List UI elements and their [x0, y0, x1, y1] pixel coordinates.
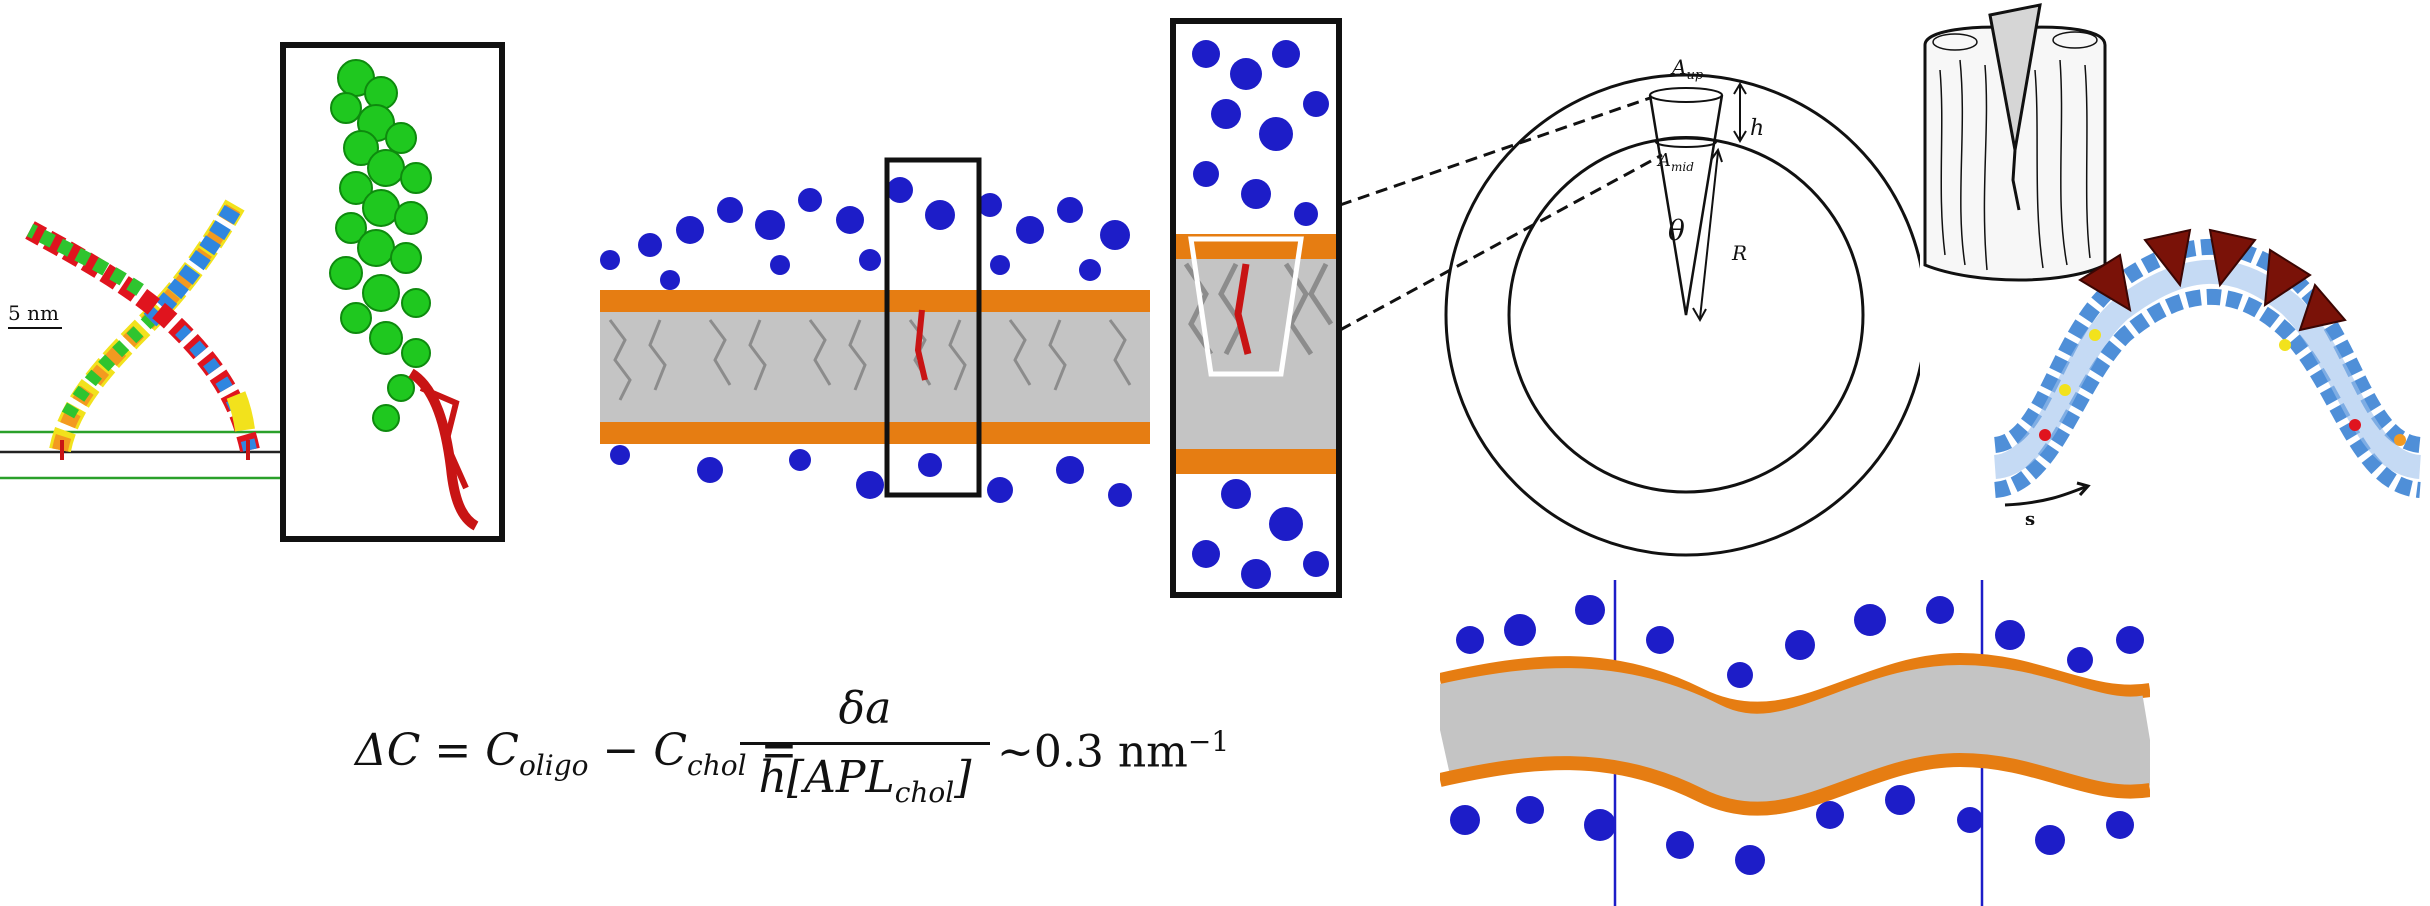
label-h: h — [1750, 116, 1764, 141]
equation-fraction: δa h[APLchol] — [740, 680, 990, 809]
polymer-wave-top — [1456, 595, 2144, 688]
cholesterol-anchor-in-membrane — [914, 309, 928, 381]
label-a-up: Aup — [1670, 55, 1704, 83]
arc-length-arrow — [2004, 485, 2086, 507]
scale-bar-label: 5 nm — [8, 301, 59, 325]
log-wedge-illustration — [1923, 3, 2107, 282]
polymer-layer-bottom — [610, 445, 1132, 507]
dna-helix-right — [25, 221, 260, 453]
lipid-tail-layer — [600, 312, 1150, 422]
outer-circle — [1444, 73, 1920, 557]
wedge-cone — [1648, 94, 1724, 316]
head-highlights-yellow — [2059, 329, 2291, 396]
label-a-mid: Amid — [1656, 150, 1694, 174]
curved-bilayer-schematic: s — [1992, 228, 2422, 525]
membrane-zoom-box — [1170, 18, 1342, 598]
wedge-top-ellipse — [1649, 87, 1723, 103]
wedge-inclusions — [2078, 228, 2347, 332]
membrane-zoom-content — [1176, 40, 1336, 589]
fraction-bar — [740, 742, 990, 745]
wedge-curvature-schematic: Aup Amid h θ R — [1339, 55, 1920, 557]
r-arrow — [1699, 151, 1719, 319]
headgroup-wave-bottom — [1440, 752, 2150, 816]
headgroup-wave-top — [1440, 652, 2150, 716]
dna-helix-left — [49, 199, 245, 453]
curvature-equation: ΔC = Coligo − Cchol = δa h[APLchol] ~0.3… — [355, 680, 1229, 820]
headgroup-layer-bottom — [600, 422, 1150, 444]
trapezoid-outline — [1188, 236, 1304, 377]
cholesterol-zoom-box — [280, 42, 505, 542]
dashed-connector-top — [1339, 96, 1651, 207]
equation-lhs: ΔC = Coligo − Cchol = — [355, 725, 798, 782]
selection-box — [884, 157, 982, 498]
polymer-layer-top — [600, 177, 1130, 290]
bilayer-upper-leaflet — [1993, 238, 2422, 453]
membrane-simulation-panel — [600, 157, 1150, 507]
head-highlights-red — [2039, 419, 2361, 441]
head-highlights-orange — [2394, 434, 2406, 446]
dashed-connector-bottom — [1339, 153, 1663, 332]
cholesterol-molecule — [329, 59, 479, 531]
wood-grain — [1932, 31, 2098, 271]
label-r: R — [1731, 241, 1747, 265]
label-s: s — [2025, 509, 2035, 525]
wedge-mid-ellipse — [1655, 136, 1717, 148]
equation-denominator: h[APLchol] — [758, 752, 972, 809]
label-theta: θ — [1668, 214, 1685, 247]
dna-structure-panel: 5 nm — [0, 199, 285, 480]
polymer-wave-bottom — [1450, 785, 2134, 875]
headgroup-layer-top — [600, 290, 1150, 312]
undulating-membrane-panel — [1440, 580, 2150, 906]
splitting-wedge — [1988, 3, 2042, 151]
equation-numerator: δa — [838, 683, 892, 734]
lipid-wave-core — [1440, 664, 2150, 804]
equation-result: ~0.3 nm−1 — [997, 725, 1230, 778]
bilayer-lower-leaflet — [1993, 288, 2422, 498]
